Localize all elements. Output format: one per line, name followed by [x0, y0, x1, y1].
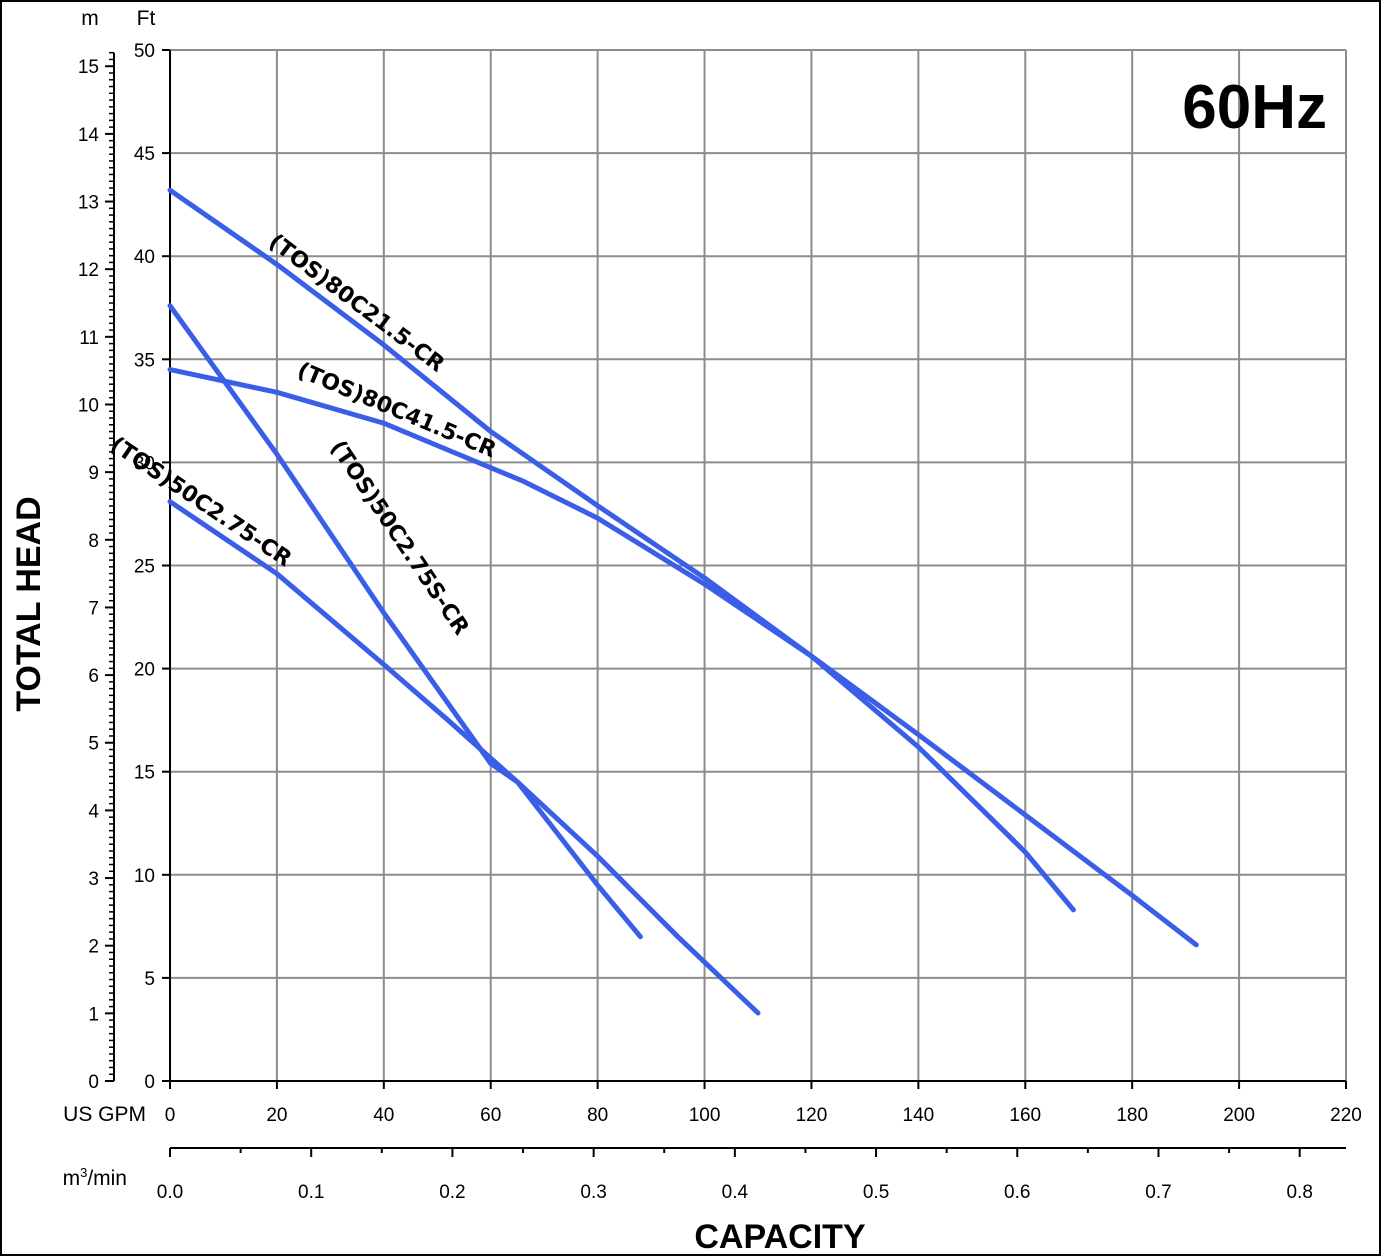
y-secondary-tick-label: 1: [88, 1004, 99, 1025]
x-secondary-tick-label: 0.7: [1145, 1182, 1171, 1203]
x-primary-tick-label: 220: [1330, 1105, 1362, 1126]
y-primary-tick-label: 0: [144, 1072, 155, 1093]
x-secondary-tick-label: 0.0: [157, 1182, 183, 1203]
y-secondary-tick-label: 9: [88, 463, 99, 484]
y-secondary-unit: m: [81, 7, 99, 30]
y-primary-tick-label: 5: [144, 969, 155, 990]
x-primary-tick-label: 20: [266, 1105, 287, 1126]
y-primary-tick-label: 35: [134, 350, 155, 371]
y-secondary-tick-label: 0: [88, 1072, 99, 1093]
x-primary-tick-label: 140: [903, 1105, 935, 1126]
x-secondary-tick-label: 0.1: [298, 1182, 324, 1203]
y-secondary-tick-label: 12: [78, 260, 99, 281]
y-axes: 0510152025303540455001234567891011121314…: [78, 41, 171, 1093]
x-secondary-unit: m3/min: [63, 1165, 127, 1190]
curve-labels: (TOS)80C21.5-CR(TOS)80C41.5-CR(TOS)50C2.…: [105, 229, 499, 639]
y-secondary-tick-label: 10: [78, 395, 99, 416]
x-primary-tick-label: 40: [373, 1105, 394, 1126]
y-secondary-tick-label: 2: [88, 937, 99, 958]
y-secondary-tick-label: 15: [78, 57, 99, 78]
curve-label-2: (TOS)50C2.75S-CR: [325, 436, 474, 640]
y-secondary-tick-label: 8: [88, 531, 99, 552]
y-primary-tick-label: 30: [134, 453, 155, 474]
y-secondary-tick-label: 6: [88, 666, 99, 687]
y-primary-tick-label: 20: [134, 660, 155, 681]
curve-line-3: [167, 499, 761, 1016]
x-primary-tick-label: 80: [587, 1105, 608, 1126]
y-secondary-tick-label: 3: [88, 869, 99, 890]
x-secondary-tick-label: 0.8: [1286, 1182, 1312, 1203]
x-primary-tick-label: 0: [165, 1105, 176, 1126]
y-secondary-tick-label: 5: [88, 734, 99, 755]
x-secondary-tick-label: 0.6: [1004, 1182, 1030, 1203]
x-secondary-tick-label: 0.4: [722, 1182, 749, 1203]
y-secondary-tick-label: 11: [79, 328, 99, 349]
curve-label-0: (TOS)80C21.5-CR: [264, 229, 449, 377]
curve-line-1: [167, 367, 1199, 948]
x-secondary-tick-label: 0.3: [580, 1182, 606, 1203]
x-primary-unit: US GPM: [63, 1103, 146, 1126]
curve-lines: [167, 187, 1199, 1016]
y-primary-tick-label: 10: [134, 866, 155, 887]
x-secondary-tick-label: 0.2: [439, 1182, 465, 1203]
y-primary-tick-label: 40: [134, 247, 155, 268]
y-secondary-tick-label: 7: [88, 598, 99, 619]
curve-line-2: [167, 303, 643, 940]
y-secondary-tick-label: 13: [78, 193, 99, 214]
y-secondary-tick-label: 14: [78, 125, 100, 146]
grid-lines: [170, 49, 1347, 1081]
y-primary-tick-label: 45: [134, 144, 155, 165]
y-secondary-tick-label: 4: [88, 801, 99, 822]
x-axes: 0 20 40 60 80 100 120 140 160 180 200 220 0.0 0.1 0.2 0…: [157, 1080, 1362, 1203]
y-primary-unit: Ft: [137, 7, 156, 30]
frequency-label: 60Hz: [1182, 73, 1327, 142]
x-primary-tick-label: 120: [796, 1105, 828, 1126]
y-axis-title: TOTAL HEAD: [10, 496, 48, 711]
y-primary-tick-label: 50: [134, 41, 155, 62]
y-primary-tick-label: 15: [134, 763, 155, 784]
x-secondary-tick-label: 0.5: [863, 1182, 889, 1203]
y-primary-tick-label: 25: [134, 557, 155, 578]
x-primary-tick-label: 180: [1116, 1105, 1148, 1126]
x-primary-tick-label: 60: [480, 1105, 501, 1126]
x-primary-tick-label: 160: [1009, 1105, 1041, 1126]
curve-line-0: [167, 187, 1076, 913]
x-primary-tick-label: 200: [1223, 1105, 1255, 1126]
curve-label-3: (TOS)50C2.75-CR: [105, 432, 296, 572]
x-primary-tick-label: 100: [689, 1105, 721, 1126]
x-axis-title: CAPACITY: [694, 1218, 866, 1256]
